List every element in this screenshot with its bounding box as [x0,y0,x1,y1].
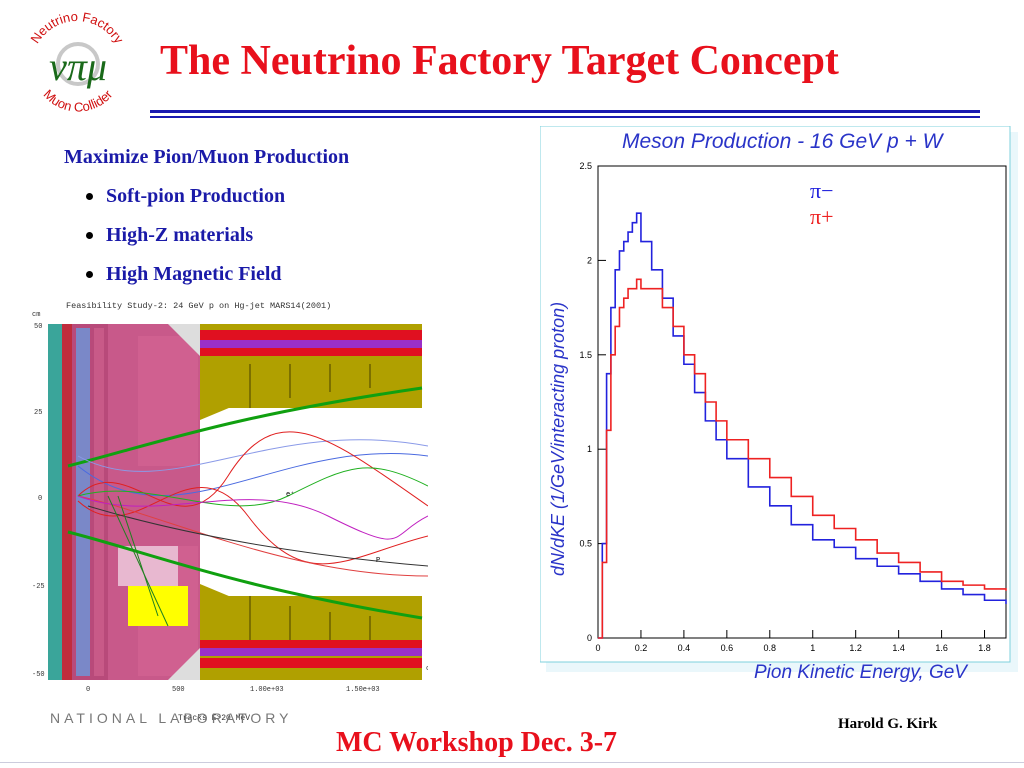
sim-x-tick: 500 [172,686,185,694]
sim-x-unit: cm [426,665,428,673]
chart-title: Meson Production - 16 GeV p + W [622,130,945,153]
sim-y-tick: 50 [34,323,42,331]
legend-pi-minus: π− [810,178,834,203]
sim-particle-label: e⁺ [286,491,294,499]
title-rule-secondary [150,116,980,118]
workshop-footer: MC Workshop Dec. 3-7 [336,727,618,758]
y-tick-label: 1 [587,444,592,454]
x-tick-label: 0.2 [635,643,648,653]
legend-pi-plus: π+ [810,204,834,229]
sim-y-tick: 25 [34,409,42,417]
bullet-dot-icon [86,232,93,239]
bullet-dot-icon [86,271,93,278]
sim-header: Feasibility Study-2: 24 GeV p on Hg-jet … [66,301,331,311]
y-tick-label: 2 [587,255,592,265]
logo-symbols: νπμ [49,44,107,89]
slide-title: The Neutrino Factory Target Concept [160,38,839,84]
bottom-rule [0,762,1024,763]
bullet-item: High-Z materials [86,224,349,247]
x-tick-label: 1 [810,643,815,653]
sim-x-tick: 1.50e+03 [346,686,380,694]
x-tick-label: 0.6 [721,643,734,653]
author-name: Harold G. Kirk [838,716,938,732]
axis-ticks: 0 0.2 0.4 0.6 0.8 1 1.2 1.4 1.6 1.8 0 0.5 1 1.5 2 2.5 [579,161,990,653]
logo-top-text: Neutrino Factory [27,9,127,47]
plot-area [597,165,1007,639]
y-tick-label: 1.5 [579,350,592,360]
sim-y-unit: cm [32,311,40,319]
bullet-heading: Maximize Pion/Muon Production [64,146,350,168]
x-tick-label: 1.4 [892,643,905,653]
bullet-list: Soft-pion Production High-Z materials Hi… [64,185,349,286]
sim-y-tick: -25 [32,583,45,591]
title-rule [150,110,980,113]
neutrino-factory-logo: Neutrino Factory Muon Collider νπμ [27,9,127,115]
y-axis-label: dN/dKE (1/GeV/interacting proton) [548,302,568,576]
bullet-item: Soft-pion Production [86,185,349,208]
bullet-dot-icon [86,193,93,200]
meson-production-chart: Meson Production - 16 GeV p + W dN/dKE (… [540,126,1018,683]
sim-footnote: Tracks E>20 MeV [178,714,250,723]
series-pi-plus-line [598,278,1007,639]
chart-series [598,212,1007,639]
bullet-section: Maximize Pion/Muon Production Soft-pion … [64,146,349,302]
x-tick-label: 1.6 [935,643,948,653]
x-tick-label: 1.2 [849,643,862,653]
logo-bottom-text: Muon Collider [41,86,116,114]
y-tick-label: 0 [587,633,592,643]
sim-y-tick: -50 [32,671,45,679]
x-tick-label: 1.8 [978,643,991,653]
x-tick-label: 0.8 [764,643,777,653]
lab-name-text: NATIONAL LABORATORY [50,710,293,726]
x-tick-label: 0.4 [678,643,691,653]
sim-x-tick: 1.00e+03 [250,686,284,694]
x-axis-label: Pion Kinetic Energy, GeV [754,662,969,683]
x-tick-label: 0 [595,643,600,653]
target-simulation-figure: Feasibility Study-2: 24 GeV p on Hg-jet … [32,301,428,723]
sim-particle-label: P [376,557,380,565]
y-tick-label: 2.5 [579,161,592,171]
y-tick-label: 0.5 [579,539,592,549]
sim-y-tick: 0 [38,495,42,503]
bullet-item: High Magnetic Field [86,263,349,286]
sim-x-tick: 0 [86,686,90,694]
